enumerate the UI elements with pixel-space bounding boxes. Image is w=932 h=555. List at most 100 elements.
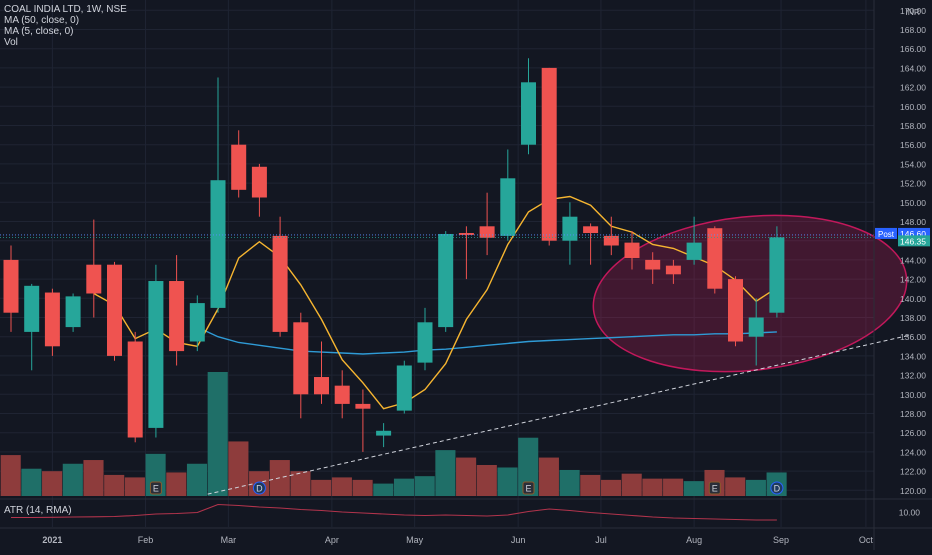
ma5-line[interactable]	[93, 195, 778, 410]
ma5-legend[interactable]: MA (5, close, 0)	[4, 26, 74, 37]
candle[interactable]	[479, 192, 495, 256]
volume-bar[interactable]	[518, 437, 539, 496]
symbol-title[interactable]: COAL INDIA LTD, 1W, NSE	[4, 4, 127, 15]
candle[interactable]	[583, 223, 599, 265]
candle[interactable]	[769, 226, 785, 318]
time-tick-label: Jul	[595, 535, 607, 545]
volume-bar[interactable]	[745, 479, 766, 496]
earnings-marker[interactable]: E	[708, 481, 721, 495]
dividend-marker[interactable]: D	[252, 481, 266, 495]
time-axis[interactable]: 2021FebMarAprMayJunJulAugSepOctNov	[42, 535, 932, 545]
volume-bar[interactable]	[62, 463, 83, 496]
volume-bar[interactable]	[663, 478, 684, 496]
price-tick-label: 148.00	[900, 217, 926, 227]
volume-bar[interactable]	[373, 483, 394, 496]
candle[interactable]	[624, 231, 640, 270]
price-tick-label: 142.00	[900, 275, 926, 285]
volume-bar[interactable]	[683, 481, 704, 496]
candle[interactable]	[603, 216, 619, 256]
candle[interactable]	[748, 298, 764, 366]
volume-bar[interactable]	[435, 450, 456, 496]
candle[interactable]	[417, 307, 433, 371]
marker-letter: D	[256, 484, 263, 494]
trendline[interactable]	[207, 334, 912, 495]
candle[interactable]	[169, 255, 185, 366]
candle[interactable]	[148, 264, 164, 438]
volume-bar[interactable]	[290, 471, 311, 496]
candle[interactable]	[251, 163, 267, 217]
candle[interactable]	[293, 312, 309, 419]
volume-bar[interactable]	[621, 473, 642, 496]
volume-bar[interactable]	[393, 478, 415, 496]
volume-bar[interactable]	[497, 467, 518, 496]
volume-bar[interactable]	[538, 457, 559, 496]
candle[interactable]	[665, 259, 681, 284]
volume-bar[interactable]	[600, 479, 622, 496]
earnings-marker[interactable]: E	[149, 481, 162, 495]
candle-body	[748, 317, 764, 337]
candle[interactable]	[86, 219, 102, 318]
candle[interactable]	[686, 216, 702, 265]
volume-bar[interactable]	[42, 471, 63, 496]
volume-bar[interactable]	[104, 474, 125, 496]
candle-body	[686, 242, 702, 260]
candle[interactable]	[314, 341, 329, 404]
candle[interactable]	[728, 276, 743, 347]
last-price-tag[interactable]: 146.35	[898, 235, 930, 247]
candle[interactable]	[541, 67, 557, 246]
volume-bar[interactable]	[124, 477, 145, 496]
volume-bar[interactable]	[725, 477, 746, 496]
marker-letter: E	[712, 484, 718, 494]
candle[interactable]	[500, 149, 516, 241]
candle[interactable]	[24, 283, 40, 371]
volume-bar[interactable]	[0, 455, 21, 496]
volume-bar[interactable]	[456, 457, 477, 496]
volume-bar[interactable]	[559, 469, 580, 496]
volume-bar[interactable]	[207, 372, 228, 496]
highlight-ellipse[interactable]	[586, 201, 915, 387]
volume-bar[interactable]	[476, 465, 497, 496]
price-axis[interactable]: 120.00 122.00 124.00 126.00 128.00 130.00 132.…	[899, 6, 927, 518]
volume-bar[interactable]	[21, 468, 42, 496]
volume-bar[interactable]	[186, 463, 208, 496]
volume-bar[interactable]	[83, 460, 104, 496]
volume-bar[interactable]	[228, 441, 249, 496]
candle[interactable]	[3, 245, 19, 332]
volume-legend[interactable]: Vol	[4, 37, 18, 48]
dividend-marker-circle	[770, 481, 784, 495]
candle[interactable]	[334, 370, 350, 419]
volume-bar[interactable]	[352, 479, 373, 496]
volume-bar[interactable]	[166, 472, 187, 496]
candle[interactable]	[210, 77, 226, 313]
atr-legend[interactable]: ATR (14, RMA)	[4, 505, 72, 516]
candle[interactable]	[127, 331, 143, 443]
candle[interactable]	[272, 216, 288, 337]
volume-bar[interactable]	[580, 474, 601, 496]
candle[interactable]	[458, 226, 474, 280]
candle[interactable]	[645, 252, 661, 284]
candle[interactable]	[707, 226, 723, 294]
candle[interactable]	[44, 288, 60, 356]
candle[interactable]	[107, 261, 122, 361]
candle-body	[728, 279, 743, 342]
candle[interactable]	[231, 130, 247, 198]
ma50-legend[interactable]: MA (50, close, 0)	[4, 15, 80, 26]
candle[interactable]	[355, 389, 371, 452]
candle[interactable]	[376, 423, 392, 448]
candle[interactable]	[189, 295, 205, 352]
dividend-marker[interactable]: D	[770, 481, 784, 495]
volume-bar[interactable]	[331, 477, 352, 496]
candle[interactable]	[396, 360, 412, 414]
volume-bar[interactable]	[311, 479, 332, 496]
candle[interactable]	[65, 293, 81, 332]
candle[interactable]	[438, 231, 454, 332]
volume-bar[interactable]	[642, 478, 663, 496]
volume-bar[interactable]	[414, 476, 435, 496]
post-price-tag[interactable]: Post 146.60	[875, 227, 930, 239]
candle[interactable]	[521, 58, 536, 155]
earnings-marker[interactable]: E	[522, 481, 535, 495]
atr-line[interactable]	[11, 503, 777, 521]
